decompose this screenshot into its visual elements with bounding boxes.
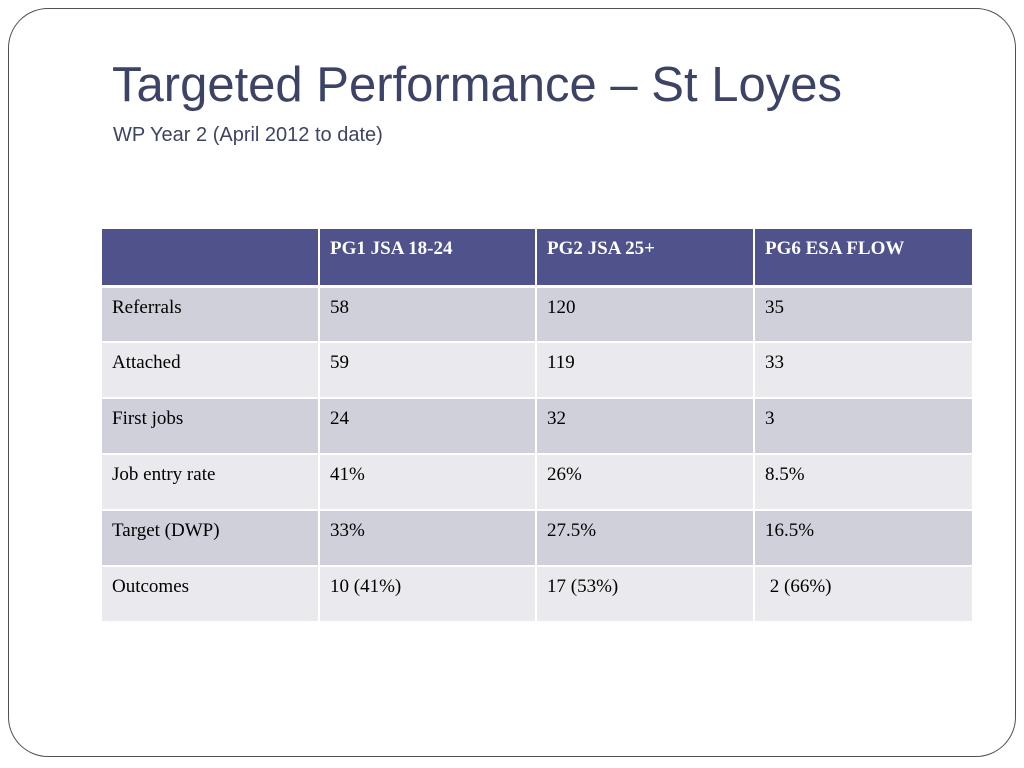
table-row: Attached 59 119 33	[102, 342, 972, 399]
table-cell: 27.5%	[536, 510, 755, 567]
row-label: Outcomes	[102, 566, 320, 623]
table-cell: 17 (53%)	[536, 566, 755, 623]
table-cell: 2 (66%)	[754, 566, 972, 623]
header-row: PG1 JSA 18-24 PG2 JSA 25+ PG6 ESA FLOW	[102, 229, 972, 288]
table-row: Job entry rate 41% 26% 8.5%	[102, 454, 972, 511]
table-cell: 16.5%	[754, 510, 972, 567]
table-cell: 119	[536, 342, 755, 399]
table-row: Referrals 58 120 35	[102, 286, 972, 343]
table-cell: 59	[319, 342, 537, 399]
header-cell-pg2: PG2 JSA 25+	[536, 229, 755, 288]
table-header: PG1 JSA 18-24 PG2 JSA 25+ PG6 ESA FLOW	[102, 229, 972, 288]
slide-subtitle: WP Year 2 (April 2012 to date)	[113, 124, 383, 146]
table-cell: 32	[536, 398, 755, 455]
performance-table: PG1 JSA 18-24 PG2 JSA 25+ PG6 ESA FLOW R…	[102, 229, 972, 623]
table-cell: 120	[536, 286, 755, 343]
table-cell: 8.5%	[754, 454, 972, 511]
header-cell-pg1: PG1 JSA 18-24	[319, 229, 537, 288]
row-label: Attached	[102, 342, 320, 399]
table-body: Referrals 58 120 35 Attached 59 119 33 F…	[102, 286, 972, 623]
table-cell: 3	[754, 398, 972, 455]
table-row: First jobs 24 32 3	[102, 398, 972, 455]
header-cell-blank	[102, 229, 320, 288]
slide-title: Targeted Performance – St Loyes	[112, 58, 842, 112]
row-label: Target (DWP)	[102, 510, 320, 567]
table-row: Outcomes 10 (41%) 17 (53%) 2 (66%)	[102, 566, 972, 623]
header-cell-pg6: PG6 ESA FLOW	[754, 229, 972, 288]
table-cell: 33	[754, 342, 972, 399]
table-cell: 10 (41%)	[319, 566, 537, 623]
table-cell: 33%	[319, 510, 537, 567]
table-row: Target (DWP) 33% 27.5% 16.5%	[102, 510, 972, 567]
row-label: Job entry rate	[102, 454, 320, 511]
table-cell: 26%	[536, 454, 755, 511]
table-cell: 35	[754, 286, 972, 343]
row-label: First jobs	[102, 398, 320, 455]
row-label: Referrals	[102, 286, 320, 343]
table-cell: 58	[319, 286, 537, 343]
table-cell: 24	[319, 398, 537, 455]
table-cell: 41%	[319, 454, 537, 511]
